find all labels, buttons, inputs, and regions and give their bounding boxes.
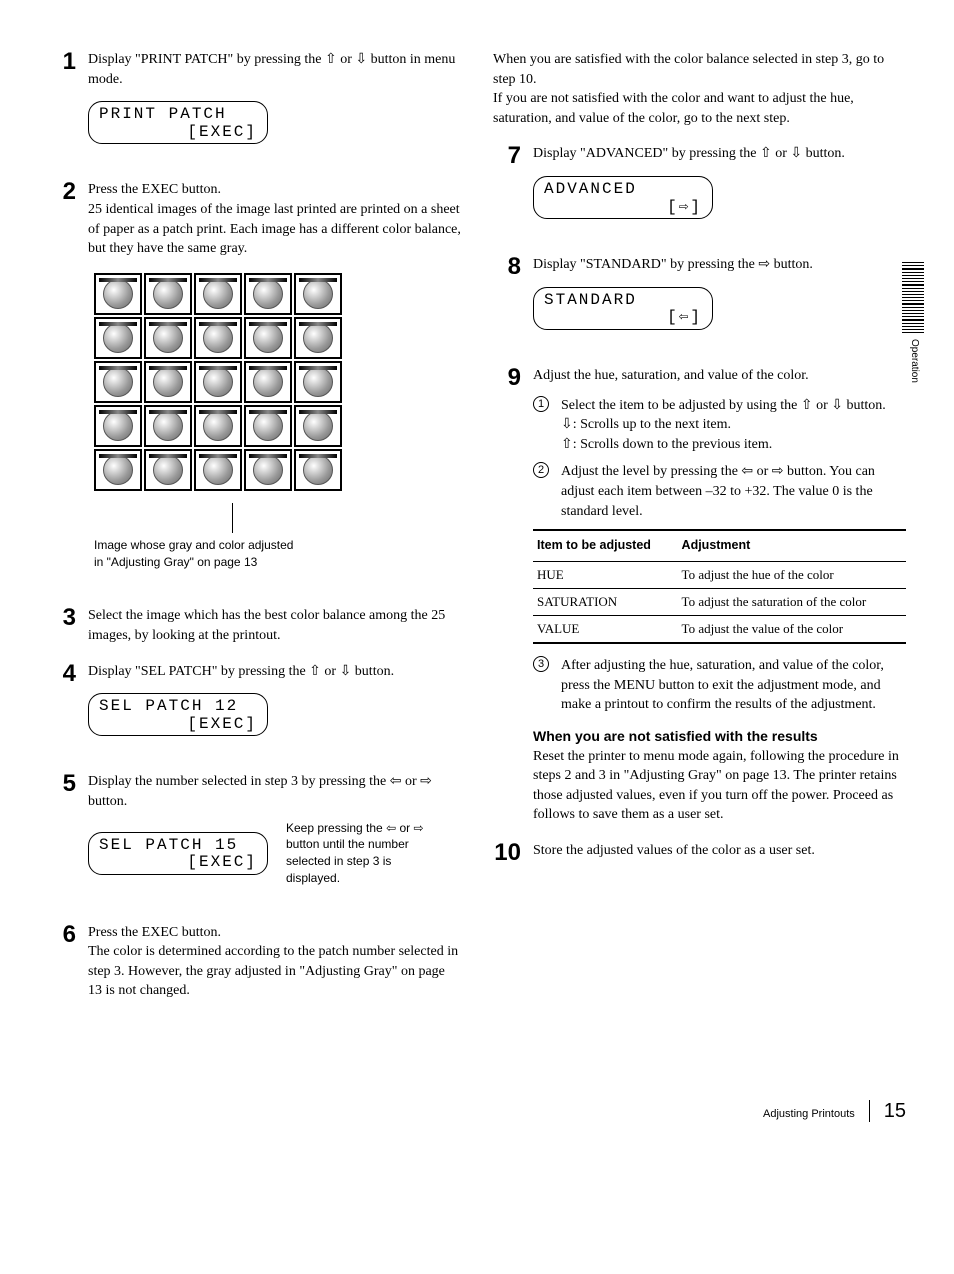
step-text: Select the image which has the best colo… [88, 606, 461, 645]
substep-number: 1 [533, 396, 549, 412]
step-text: 25 identical images of the image last pr… [88, 200, 461, 259]
lcd-annotation: Keep pressing the ⇦ or ⇨ button until th… [286, 820, 436, 887]
lcd-line1: SEL PATCH 15 [99, 837, 257, 855]
step-number: 1 [48, 50, 76, 164]
patch-print-figure [88, 267, 348, 499]
substep-number: 3 [533, 656, 549, 672]
lcd-line2: [EXEC] [99, 124, 257, 142]
footer-page-number: 15 [884, 1097, 906, 1125]
table-row: HUETo adjust the hue of the color [533, 561, 906, 588]
substep-text: ⇩: Scrolls up to the next item. [561, 415, 886, 435]
right-column: When you are satisfied with the color ba… [493, 50, 906, 1017]
substep-number: 2 [533, 462, 549, 478]
step-text: Display "ADVANCED" by pressing the ⇧ or … [533, 144, 906, 164]
step-number: 2 [48, 180, 76, 590]
tab-lines [902, 262, 926, 333]
page-footer: Adjusting Printouts 15 [48, 1097, 906, 1125]
subsection-body: Reset the printer to menu mode again, fo… [533, 747, 906, 825]
callout-line [232, 503, 233, 533]
substep-text: After adjusting the hue, saturation, and… [561, 656, 906, 715]
subsection-heading: When you are not satisfied with the resu… [533, 727, 906, 747]
left-column: 1 Display "PRINT PATCH" by pressing the … [48, 50, 461, 1017]
lcd-line1: SEL PATCH 12 [99, 698, 257, 716]
substep-text: Select the item to be adjusted by using … [561, 396, 886, 416]
intro-text: When you are satisfied with the color ba… [493, 50, 906, 128]
step-text: Store the adjusted values of the color a… [533, 841, 906, 865]
step-number: 6 [48, 923, 76, 1001]
lcd-line1: STANDARD [544, 292, 702, 310]
figure-caption: Image whose gray and color adjusted in "… [94, 537, 294, 571]
lcd-line2: [⇨] [544, 199, 702, 217]
lcd-display: STANDARD [⇦] [533, 287, 713, 330]
table-row: SATURATIONTo adjust the saturation of th… [533, 588, 906, 615]
lcd-display: SEL PATCH 15 [EXEC] [88, 832, 268, 875]
footer-section: Adjusting Printouts [763, 1107, 855, 1122]
lcd-line2: [⇦] [544, 309, 702, 327]
step-text: Adjust the hue, saturation, and value of… [533, 366, 906, 386]
lcd-display: PRINT PATCH [EXEC] [88, 101, 268, 144]
lcd-line2: [EXEC] [99, 716, 257, 734]
step-text: Press the EXEC button. [88, 923, 461, 943]
lcd-line1: ADVANCED [544, 181, 702, 199]
step-text: The color is determined according to the… [88, 942, 461, 1001]
step-text: Display "STANDARD" by pressing the ⇨ but… [533, 255, 906, 275]
step-text: Display "PRINT PATCH" by pressing the ⇧ … [88, 50, 461, 89]
step-text: Display the number selected in step 3 by… [88, 772, 461, 811]
step-number: 9 [493, 366, 521, 825]
adjustment-table: Item to be adjusted Adjustment HUETo adj… [533, 529, 906, 644]
lcd-line1: PRINT PATCH [99, 106, 257, 124]
step-number: 8 [493, 255, 521, 350]
table-header: Adjustment [678, 530, 906, 561]
substep-text: ⇧: Scrolls down to the previous item. [561, 435, 886, 455]
lcd-line2: [EXEC] [99, 854, 257, 872]
footer-divider [869, 1100, 870, 1122]
step-number: 5 [48, 772, 76, 906]
table-row: VALUETo adjust the value of the color [533, 615, 906, 643]
lcd-display: ADVANCED [⇨] [533, 176, 713, 219]
substep-text: Adjust the level by pressing the ⇦ or ⇨ … [561, 462, 906, 521]
side-tab-label: Operation [907, 339, 921, 383]
step-number: 10 [493, 841, 521, 865]
step-text: Press the EXEC button. [88, 180, 461, 200]
side-tab: Operation [902, 262, 926, 383]
step-number: 3 [48, 606, 76, 645]
step-number: 7 [493, 144, 521, 239]
lcd-display: SEL PATCH 12 [EXEC] [88, 693, 268, 736]
step-text: Display "SEL PATCH" by pressing the ⇧ or… [88, 662, 461, 682]
step-number: 4 [48, 662, 76, 757]
table-header: Item to be adjusted [533, 530, 678, 561]
